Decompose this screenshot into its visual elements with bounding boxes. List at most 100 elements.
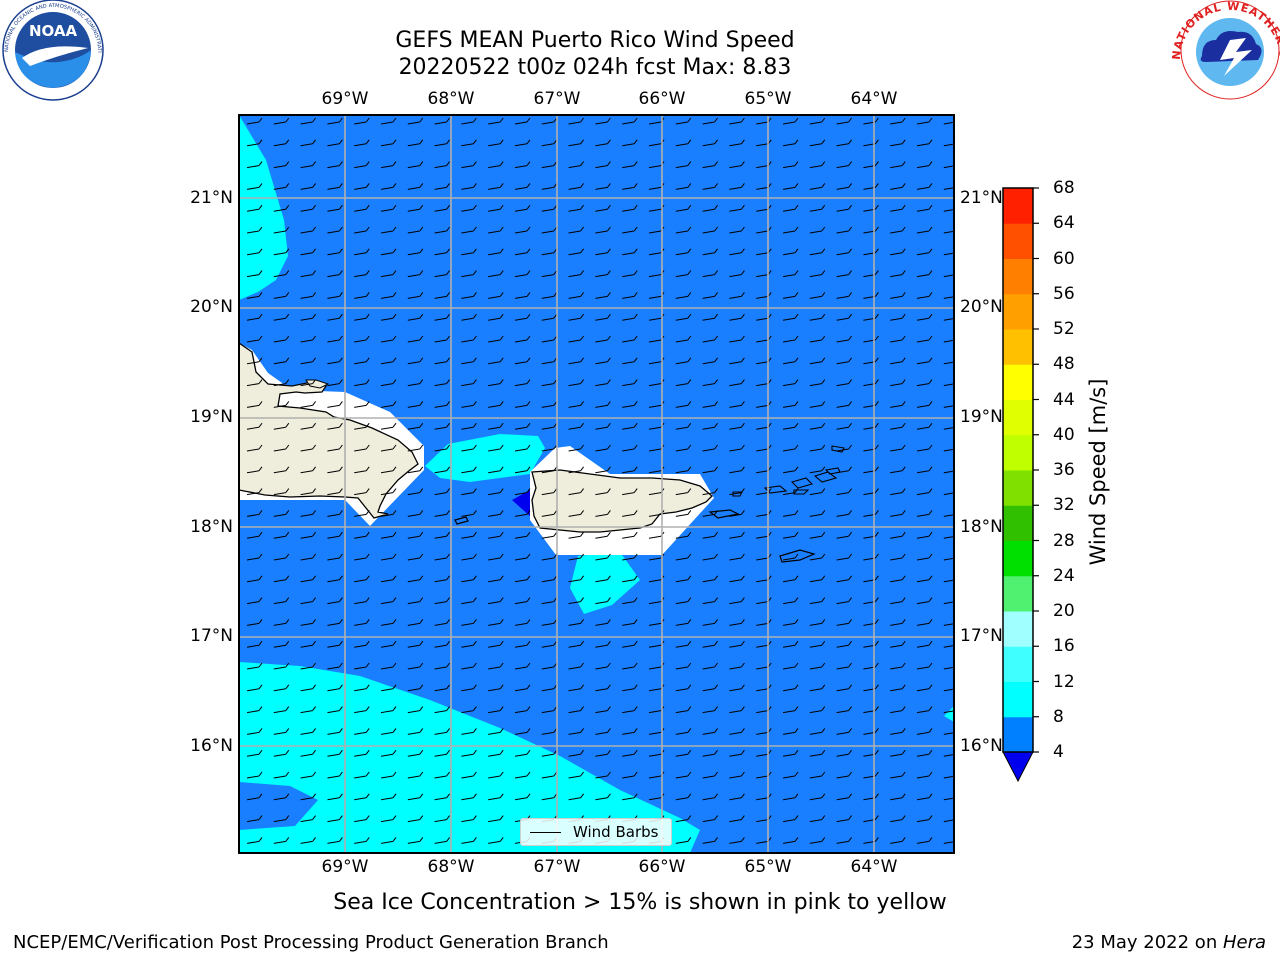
chart-title: GEFS MEAN Puerto Rico Wind Speed	[395, 28, 795, 53]
wind-barb	[273, 706, 290, 714]
wind-barb	[729, 597, 745, 605]
wind-barb	[568, 204, 584, 212]
wind-barb	[568, 510, 584, 517]
wind-barb	[380, 292, 397, 299]
wind-barb	[836, 357, 852, 365]
wind-barb	[702, 771, 718, 779]
wind-barb	[273, 248, 290, 256]
wind-barb	[782, 815, 799, 823]
wind-barb	[461, 117, 477, 125]
wind-barb	[354, 357, 370, 365]
wind-barb	[300, 248, 316, 256]
wind-barb	[488, 466, 504, 474]
wind-barb	[246, 488, 263, 496]
wind-barb	[434, 662, 450, 670]
wind-barb	[836, 619, 852, 626]
wind-barb	[836, 379, 852, 387]
wind-barb	[354, 466, 370, 474]
wind-barb	[890, 204, 906, 212]
wind-barb	[675, 510, 692, 517]
wind-barb	[380, 183, 397, 190]
wind-barb	[354, 117, 370, 125]
wind-barb	[300, 488, 316, 496]
wind-barb	[407, 815, 424, 823]
wind-barb	[890, 139, 906, 147]
wind-contour-min	[512, 490, 532, 518]
wind-barb	[916, 401, 933, 408]
wind-barb	[488, 837, 504, 844]
wind-barb	[890, 183, 906, 190]
wind-barb	[622, 379, 638, 387]
wind-barb	[836, 226, 852, 234]
wind-barb	[729, 466, 745, 474]
wind-barb	[568, 706, 584, 714]
lat-label-right: 16°N	[960, 736, 1003, 756]
wind-barb	[568, 728, 584, 735]
wind-barb	[461, 444, 477, 452]
wind-barb	[407, 313, 424, 321]
wind-barb	[354, 706, 370, 714]
wind-barb	[354, 531, 370, 539]
wind-barb	[300, 510, 316, 517]
wind-barb	[729, 662, 745, 670]
colorbar-segment	[1003, 716, 1033, 753]
wind-barb	[916, 771, 933, 779]
wind-barb	[782, 706, 799, 714]
wind-barb	[461, 183, 477, 190]
colorbar-segment	[1003, 434, 1033, 471]
wind-barb	[702, 466, 718, 474]
wind-barb	[273, 292, 290, 299]
wind-barb	[380, 379, 397, 387]
wind-barb	[246, 837, 263, 844]
wind-barb	[836, 728, 852, 735]
wind-barb	[300, 619, 316, 626]
wind-barb	[595, 248, 611, 256]
wind-barb	[702, 793, 718, 801]
wind-barb	[514, 444, 531, 452]
wind-barb	[407, 575, 424, 583]
wind-barb	[890, 749, 906, 757]
wind-barb	[890, 379, 906, 387]
wind-barb	[836, 749, 852, 757]
wind-barb	[729, 771, 745, 779]
wind-barb	[488, 510, 504, 517]
wind-barb	[407, 837, 424, 844]
wind-barb	[916, 183, 933, 190]
wind-barb	[595, 488, 611, 496]
wind-barb	[354, 379, 370, 387]
wind-barb	[702, 684, 718, 692]
wind-barb	[380, 204, 397, 212]
wind-barb	[273, 619, 290, 626]
wind-barb	[622, 226, 638, 234]
wind-barb	[836, 161, 852, 169]
wind-barb	[327, 422, 343, 430]
wind-barb	[273, 640, 290, 648]
wind-barb	[568, 749, 584, 757]
wind-barb	[434, 771, 450, 779]
wind-barb	[354, 837, 370, 844]
wind-barb	[488, 248, 504, 256]
wind-barb	[461, 684, 477, 692]
wind-barb	[782, 553, 799, 561]
wind-barb	[380, 510, 397, 517]
wind-barb	[300, 793, 316, 801]
wind-barb	[488, 815, 504, 823]
lat-label-right: 18°N	[960, 517, 1003, 537]
wind-barb	[568, 466, 584, 474]
wind-barb	[890, 662, 906, 670]
colorbar-segment	[1003, 575, 1033, 612]
wind-barb	[461, 597, 477, 605]
wind-barb	[488, 292, 504, 299]
wind-barb	[327, 684, 343, 692]
wind-barb	[327, 444, 343, 452]
wind-barb	[702, 510, 718, 517]
wind-barb	[461, 226, 477, 234]
wind-barb	[300, 422, 316, 430]
wind-barb	[327, 771, 343, 779]
wind-barb	[434, 510, 450, 517]
colorbar-segment	[1003, 258, 1033, 295]
wind-barb	[327, 401, 343, 408]
wind-barb	[380, 357, 397, 365]
wind-barb	[622, 684, 638, 692]
wind-barb	[327, 706, 343, 714]
